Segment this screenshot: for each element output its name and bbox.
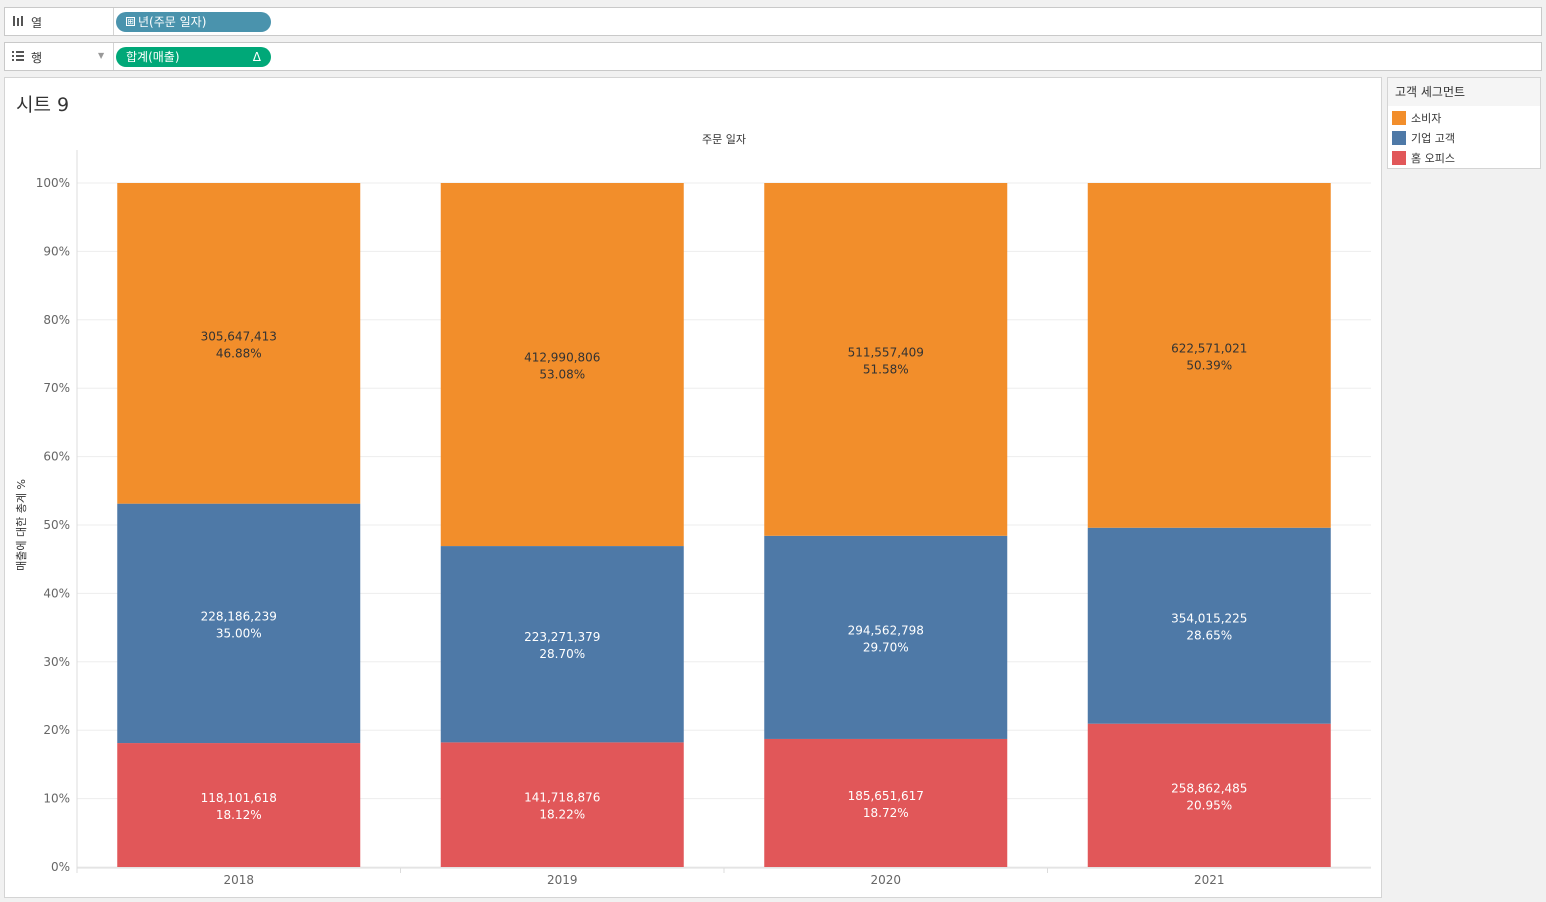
y-tick-label: 10% (43, 792, 70, 806)
legend-item-label: 홈 오피스 (1411, 152, 1455, 165)
y-tick-label: 20% (43, 723, 70, 737)
bar-segment (1087, 183, 1331, 528)
data-label-percent: 35.00% (216, 626, 262, 640)
bar-segment (1087, 527, 1331, 724)
legend-swatch (1392, 131, 1406, 145)
data-label-amount: 185,651,617 (848, 789, 924, 803)
data-label-percent: 28.65% (1186, 629, 1232, 643)
x-tick-label: 2019 (547, 873, 578, 887)
x-tick-label: 2021 (1194, 873, 1225, 887)
legend-title: 고객 세그먼트 (1388, 78, 1540, 106)
data-label-amount: 305,647,413 (201, 329, 277, 343)
columns-label: 열 (31, 16, 43, 30)
y-tick-label: 50% (43, 518, 70, 532)
legend-item[interactable]: 소비자 (1388, 108, 1540, 128)
bar-segment (764, 535, 1008, 739)
y-tick-label: 70% (43, 381, 70, 395)
data-label-percent: 46.88% (216, 346, 262, 360)
data-label-percent: 18.22% (539, 808, 585, 822)
data-label-amount: 118,101,618 (201, 791, 277, 805)
bar-segment (764, 738, 1008, 867)
bar-segment (117, 743, 361, 867)
data-label-percent: 18.12% (216, 808, 262, 822)
bar-segment (1087, 723, 1331, 867)
bar-segment (764, 183, 1008, 536)
year-order-date-pill-label: 년(주문 일자) (138, 15, 207, 29)
bar-segment (117, 183, 361, 504)
data-label-percent: 29.70% (863, 640, 909, 654)
top-strip (0, 0, 1546, 6)
data-label-percent: 53.08% (539, 368, 585, 382)
chart-title: 주문 일자 (702, 132, 746, 146)
data-label-amount: 511,557,409 (848, 345, 924, 359)
bar-segment (117, 503, 361, 744)
data-label-amount: 354,015,225 (1171, 612, 1247, 626)
data-label-percent: 18.72% (863, 806, 909, 820)
legend-item[interactable]: 홈 오피스 (1388, 148, 1540, 168)
data-label-amount: 622,571,021 (1171, 341, 1247, 355)
y-axis-label: 매출에 대한 총계 % (15, 479, 28, 571)
sum-sales-pill-label: 합계(매출) (126, 50, 180, 64)
data-label-amount: 294,562,798 (848, 623, 924, 637)
data-label-amount: 228,186,239 (201, 609, 277, 623)
y-tick-label: 30% (43, 655, 70, 669)
y-tick-label: 80% (43, 313, 70, 327)
legend-swatch (1392, 151, 1406, 165)
data-label-amount: 141,718,876 (524, 791, 600, 805)
x-tick-label: 2020 (870, 873, 901, 887)
legend-item-label: 기업 고객 (1411, 132, 1455, 145)
year-order-date-pill[interactable]: ⊞ 년(주문 일자) (116, 12, 271, 32)
data-label-amount: 223,271,379 (524, 630, 600, 644)
x-tick-label: 2018 (223, 873, 254, 887)
y-tick-label: 100% (36, 176, 70, 190)
rows-label: 행 (31, 51, 43, 65)
data-label-amount: 258,862,485 (1171, 781, 1247, 795)
y-tick-label: 60% (43, 450, 70, 464)
rows-shelf-label: 행 ▼ (5, 43, 114, 70)
expand-icon[interactable]: ⊞ (126, 17, 135, 26)
data-label-percent: 50.39% (1186, 358, 1232, 372)
data-label-percent: 51.58% (863, 362, 909, 376)
bar-segment (440, 742, 684, 867)
rows-dropdown-icon[interactable]: ▼ (98, 51, 105, 60)
columns-shelf-label: 열 (5, 8, 114, 35)
data-label-percent: 28.70% (539, 647, 585, 661)
legend-item-label: 소비자 (1411, 112, 1442, 125)
columns-shelf[interactable]: 열 ⊞ 년(주문 일자) (4, 7, 1542, 36)
bar-segment (440, 183, 684, 547)
table-calc-delta-icon: Δ (252, 50, 261, 64)
rows-shelf[interactable]: 행 ▼ 합계(매출) Δ (4, 42, 1542, 71)
y-tick-label: 0% (51, 860, 70, 874)
y-tick-label: 40% (43, 586, 70, 600)
legend-item[interactable]: 기업 고객 (1388, 128, 1540, 148)
data-label-amount: 412,990,806 (524, 351, 600, 365)
y-tick-label: 90% (43, 244, 70, 258)
bar-segment (440, 546, 684, 743)
sum-sales-pill[interactable]: 합계(매출) Δ (116, 47, 271, 67)
columns-icon (13, 16, 23, 26)
rows-icon (12, 51, 24, 61)
legend-swatch (1392, 111, 1406, 125)
sheet-title: 시트 9 (16, 94, 70, 116)
data-label-percent: 20.95% (1186, 798, 1232, 812)
